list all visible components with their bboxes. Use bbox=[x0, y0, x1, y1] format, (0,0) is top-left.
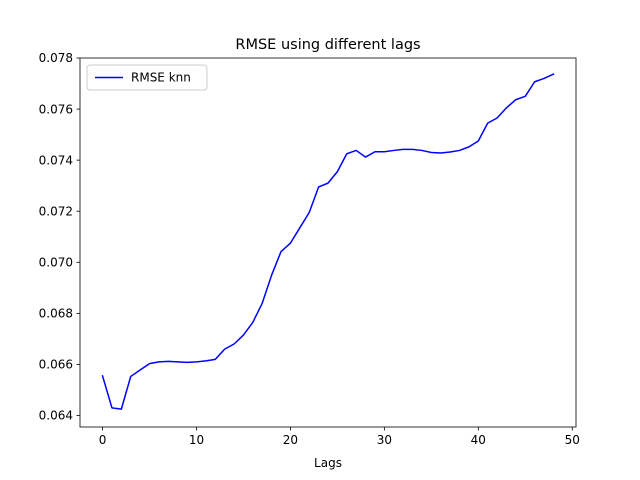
x-tick-label: 10 bbox=[189, 433, 204, 447]
chart-title: RMSE using different lags bbox=[235, 37, 420, 53]
legend-box bbox=[86, 64, 208, 91]
y-tick-label: 0.068 bbox=[39, 307, 73, 321]
y-tick-label: 0.076 bbox=[39, 102, 73, 116]
x-tick-label: 20 bbox=[283, 433, 298, 447]
y-tick-label: 0.070 bbox=[39, 255, 73, 269]
y-tick-label: 0.078 bbox=[39, 51, 73, 65]
x-tick-label: 50 bbox=[565, 433, 580, 447]
y-tick-label: 0.066 bbox=[39, 358, 73, 372]
y-tick-label: 0.074 bbox=[39, 153, 73, 167]
plot-area: 0 10 20 30 40 50 0.064 0.066 0.068 0.070 0.072 0.07… bbox=[39, 51, 580, 447]
series-line-0 bbox=[101, 73, 555, 410]
legend-label: RMSE knn bbox=[131, 71, 191, 85]
axes-frame bbox=[79, 57, 577, 428]
x-tick-label: 30 bbox=[377, 433, 392, 447]
x-axis-title: Lags bbox=[314, 456, 342, 470]
x-tick-label: 40 bbox=[471, 433, 486, 447]
y-tick-label: 0.064 bbox=[39, 409, 73, 423]
y-tick-label: 0.072 bbox=[39, 204, 73, 218]
x-tick-label: 0 bbox=[99, 433, 107, 447]
